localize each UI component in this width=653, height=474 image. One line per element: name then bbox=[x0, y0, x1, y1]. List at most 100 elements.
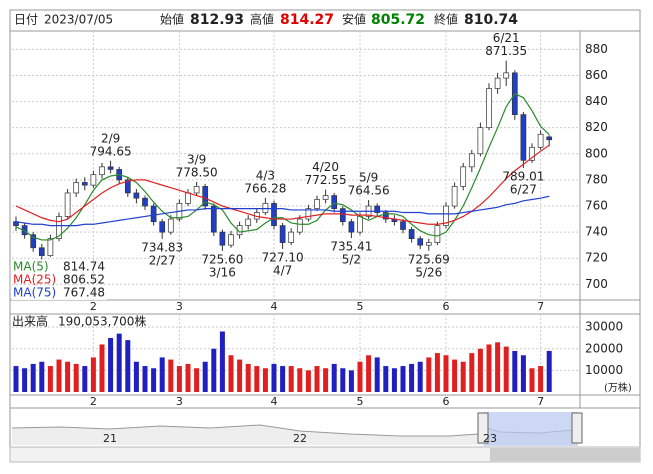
candle-body bbox=[494, 77, 501, 89]
volume-bar bbox=[82, 366, 88, 392]
close: 810.74 bbox=[464, 12, 518, 28]
navigator-label: 23 bbox=[483, 432, 497, 445]
volume-bar bbox=[443, 355, 449, 392]
y-tick-label: 780 bbox=[585, 172, 608, 186]
volume-bar bbox=[262, 368, 268, 392]
navigator-handle[interactable] bbox=[477, 412, 489, 444]
candle-body bbox=[279, 225, 286, 243]
scroll-thumb[interactable] bbox=[490, 448, 640, 461]
annotation-value: 727.10 bbox=[262, 250, 304, 264]
candle-body bbox=[322, 195, 329, 200]
volume-bar bbox=[314, 366, 320, 392]
volume-bar bbox=[237, 359, 243, 392]
volume-total: 190,053,700株 bbox=[58, 314, 146, 329]
annotation-date: 5/26 bbox=[415, 265, 442, 279]
volume-bar bbox=[185, 363, 191, 392]
volume-bar bbox=[159, 357, 165, 392]
candle-body bbox=[219, 231, 226, 246]
annotation-date: 3/16 bbox=[209, 265, 236, 279]
annotation-date: 5/9 bbox=[359, 171, 378, 185]
volume-bar bbox=[13, 366, 19, 392]
low-label: 安値 bbox=[342, 12, 366, 27]
navigator-window[interactable] bbox=[484, 412, 578, 446]
high: 814.27 bbox=[280, 12, 334, 28]
volume-bar bbox=[520, 355, 526, 392]
volume-bar bbox=[90, 357, 96, 392]
candle-body bbox=[210, 205, 217, 233]
volume-bar bbox=[529, 368, 535, 392]
annotation-date: 4/3 bbox=[256, 168, 275, 182]
ma-line bbox=[15, 92, 550, 241]
x-tick-label: 4 bbox=[271, 395, 278, 408]
volume-bar bbox=[56, 359, 62, 392]
volume-bar bbox=[323, 368, 329, 392]
candle-body bbox=[262, 203, 269, 213]
candle-body bbox=[434, 225, 441, 243]
volume-bar bbox=[383, 366, 389, 392]
volume-bar bbox=[280, 366, 286, 392]
candle-body bbox=[417, 238, 424, 246]
volume-bar bbox=[538, 366, 544, 392]
legend-label: MA(25) bbox=[13, 273, 56, 287]
frame bbox=[9, 9, 641, 463]
candle-body bbox=[537, 133, 544, 148]
annotation-date: 3/9 bbox=[187, 152, 206, 166]
volume-bar bbox=[99, 344, 105, 392]
volume-bar bbox=[73, 363, 79, 392]
volume-bar bbox=[460, 361, 466, 392]
volume-bar bbox=[434, 353, 440, 392]
annotation-date: 5/2 bbox=[342, 253, 361, 267]
candle-body bbox=[339, 208, 346, 223]
annotation-value: 725.60 bbox=[201, 252, 243, 266]
volume-bar bbox=[391, 368, 397, 392]
volume-bar bbox=[65, 361, 71, 392]
x-tick-label: 6 bbox=[443, 300, 450, 313]
annotation-value: 725.69 bbox=[408, 252, 450, 266]
volume-bar bbox=[108, 337, 114, 392]
volume-bar bbox=[452, 359, 458, 392]
annotation-value: 778.50 bbox=[176, 165, 218, 179]
volume-bar bbox=[194, 368, 200, 392]
x-tick-label: 5 bbox=[357, 395, 364, 408]
x-tick-label: 3 bbox=[176, 300, 183, 313]
navigator bbox=[9, 412, 641, 463]
candle-body bbox=[425, 242, 432, 246]
volume-bar bbox=[469, 353, 475, 392]
volume-title: 出来高 bbox=[12, 314, 48, 329]
annotation-value: 794.65 bbox=[90, 144, 132, 158]
legend-box bbox=[12, 258, 107, 300]
candle-body bbox=[288, 231, 295, 243]
ma-line bbox=[15, 195, 550, 227]
volume-bar bbox=[331, 363, 337, 392]
x-tick-label: 3 bbox=[176, 395, 183, 408]
candle-body bbox=[159, 221, 166, 233]
x-tick-label: 5 bbox=[357, 300, 364, 313]
candle-body bbox=[90, 174, 97, 186]
annotation-value: 789.01 bbox=[502, 170, 544, 184]
x-tick-label: 2 bbox=[90, 395, 97, 408]
candle-body bbox=[374, 205, 381, 213]
candle-body bbox=[228, 234, 234, 246]
legend-value: 806.52 bbox=[63, 273, 105, 287]
candle-body bbox=[331, 195, 338, 209]
candle-body bbox=[150, 205, 157, 223]
volume-bar bbox=[245, 363, 251, 392]
annotation-date: 2/27 bbox=[149, 253, 176, 267]
volume-bar bbox=[486, 344, 492, 392]
volume-bar bbox=[39, 361, 45, 392]
volume-bar bbox=[374, 357, 380, 392]
volume-bar bbox=[297, 368, 303, 392]
y-tick-label: 840 bbox=[585, 94, 608, 108]
candle-body bbox=[245, 218, 252, 226]
volume-bar bbox=[228, 355, 234, 392]
volume-bar bbox=[142, 366, 148, 392]
legend-label: MA(75) bbox=[13, 286, 56, 300]
annotation-value: 766.28 bbox=[244, 181, 286, 195]
navigator-handle[interactable] bbox=[571, 412, 583, 444]
y-tick-label: 860 bbox=[585, 68, 608, 82]
annotation-value: 871.35 bbox=[485, 44, 527, 58]
candle-body bbox=[107, 166, 114, 170]
high-label: 高値 bbox=[250, 12, 274, 27]
annotation-date: 6/21 bbox=[493, 31, 520, 45]
